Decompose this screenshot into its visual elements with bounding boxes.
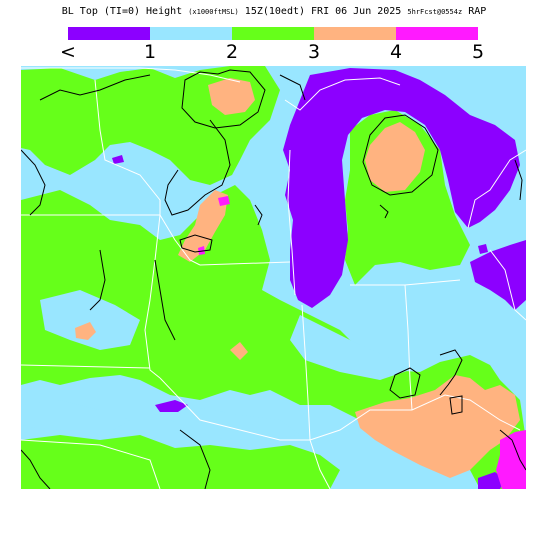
field-purple-west-blob <box>155 400 188 412</box>
forecast-map-svg <box>21 66 526 489</box>
contour-lines <box>21 69 526 489</box>
legend-tick-2: 2 <box>225 41 239 63</box>
contour-16 <box>499 429 526 471</box>
field-purple-southeast-michigan <box>470 240 526 310</box>
field-orange-small-central <box>230 342 248 360</box>
map-title: BL Top (TI=0) Height (x1000ftMSL) 15Z(10… <box>0 6 548 17</box>
title-units: (x1000ftMSL) <box>188 8 239 16</box>
field-purple-dot-2 <box>478 244 488 254</box>
boundary-illinois-north <box>199 261 291 266</box>
legend-tick-3: 3 <box>307 41 321 63</box>
field-light-blue-pocket-1 <box>40 290 140 350</box>
boundary-michigan-upper <box>284 77 401 111</box>
contour-9 <box>254 204 263 226</box>
contour-12 <box>514 159 523 201</box>
legend-tick-labels: < 1 2 3 4 5 <box>0 40 548 64</box>
contour-11 <box>379 204 389 219</box>
legend-tick-4: 4 <box>389 41 403 63</box>
contour-14 <box>389 367 421 399</box>
field-magenta-small-2 <box>198 246 205 255</box>
boundary-ohio-river <box>159 377 521 441</box>
boundary-minnesota-wisconsin <box>94 79 161 215</box>
field-magenta-southeast <box>496 430 526 489</box>
field-purple-lake-michigan <box>283 68 520 308</box>
field-orange-michigan <box>365 122 425 192</box>
field-orange-northwest <box>208 78 255 115</box>
boundary-horizontal-mid <box>21 364 151 369</box>
boundary-lake-shore <box>287 149 296 296</box>
field-purple-dot-1 <box>112 155 124 164</box>
boundary-illinois-indiana <box>301 304 311 441</box>
contour-2 <box>181 69 266 129</box>
forecast-map <box>21 66 526 489</box>
political-boundaries <box>21 67 526 489</box>
color-legend-bar <box>68 27 478 40</box>
boundary-northern <box>21 67 241 83</box>
contour-10 <box>362 114 439 196</box>
contour-8 <box>154 259 176 341</box>
title-main: BL Top (TI=0) Height <box>61 6 183 17</box>
title-forecast: 5hrFcst@0554z <box>407 8 463 16</box>
field-light-blue-pocket-2 <box>290 315 410 380</box>
field-orange-small-west <box>75 322 96 340</box>
legend-swatch-3-4 <box>314 27 396 40</box>
field-magenta-small-1 <box>218 196 230 206</box>
title-time: 15Z(10edt) FRI 06 Jun 2025 <box>244 6 402 17</box>
legend-tick-1: 1 <box>143 41 157 63</box>
field-orange-ridge <box>178 190 228 262</box>
title-model: RAP <box>468 6 487 17</box>
legend-swatch-4-5 <box>396 27 478 40</box>
field-light-blue-pocket-3 <box>21 400 130 432</box>
legend-tick-less-than: < <box>60 41 76 63</box>
contour-15 <box>449 395 463 415</box>
legend-swatch-1-2 <box>150 27 232 40</box>
boundary-southern <box>21 439 161 489</box>
contour-1 <box>39 74 151 101</box>
boundary-kentucky <box>309 439 331 489</box>
contour-7 <box>89 249 106 311</box>
boundary-wisconsin-east <box>159 214 201 266</box>
boundary-east <box>489 249 526 321</box>
contour-4 <box>21 149 46 216</box>
contour-17 <box>21 449 51 489</box>
field-orange-southeast <box>355 375 520 478</box>
contour-13 <box>439 349 463 396</box>
contour-18 <box>179 429 211 489</box>
contour-5 <box>164 119 231 216</box>
boundary-iowa-illinois <box>144 214 161 379</box>
legend-swatch-2-3 <box>232 27 314 40</box>
boundary-lake-huron <box>467 149 526 229</box>
legend-swatch-below-1 <box>68 27 150 40</box>
contour-6 <box>179 234 213 253</box>
boundary-michigan-ohio <box>350 279 461 286</box>
field-green-south <box>21 435 340 489</box>
field-light-blue-pocket-4 <box>160 408 300 440</box>
contour-3 <box>279 74 306 101</box>
boundary-indiana-ohio <box>404 284 413 411</box>
legend-tick-5: 5 <box>471 41 485 63</box>
